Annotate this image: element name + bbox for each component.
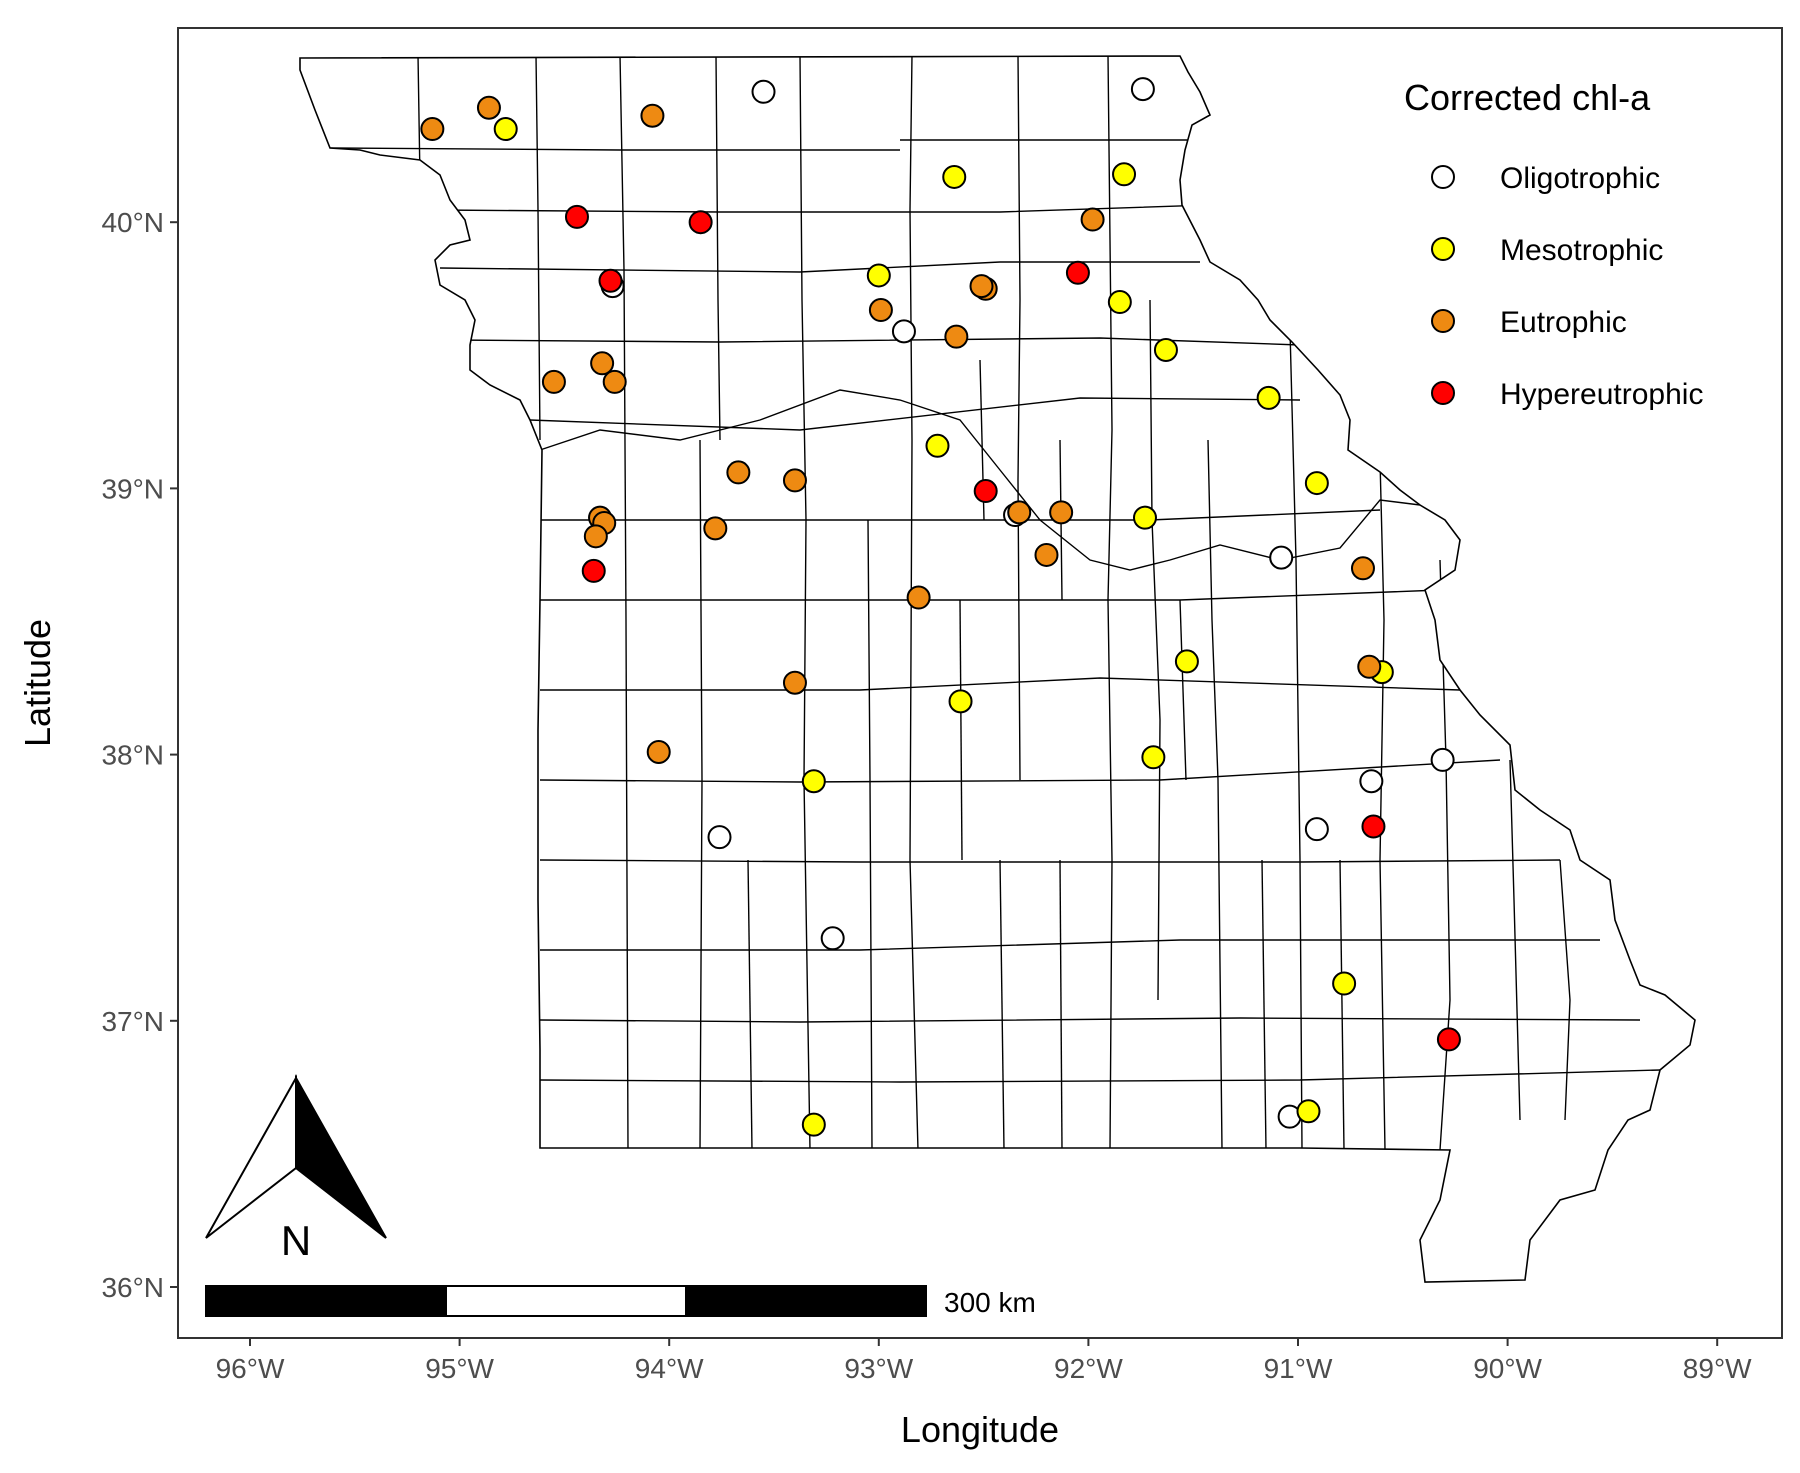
site-point-oligo (1304, 817, 1329, 842)
site-point-meso (493, 117, 518, 142)
north-arrow-right-half (295, 1074, 387, 1239)
site-point-eu (1049, 500, 1074, 525)
site-point-eu (583, 524, 608, 549)
site-point-oligo (751, 79, 776, 104)
legend-key-hyper (1431, 381, 1455, 405)
site-point-oligo (1269, 545, 1294, 570)
x-tick-label: 89°W (1683, 1353, 1752, 1384)
north-arrow: N (205, 1074, 387, 1264)
legend-label-eu: Eutrophic (1500, 306, 1627, 339)
x-tick-label: 92°W (1054, 1353, 1123, 1384)
legend-title: Corrected chl-a (1404, 77, 1651, 118)
site-point-eu (420, 117, 445, 142)
y-axis-title: Latitude (17, 619, 58, 747)
site-point-eu (703, 516, 728, 541)
site-point-meso (1112, 162, 1137, 187)
site-point-oligo (707, 825, 732, 850)
site-point-eu (1080, 207, 1105, 232)
site-point-meso (1132, 505, 1157, 530)
scale-bar-label: 300 km (944, 1287, 1036, 1318)
legend-key-oligo (1431, 165, 1455, 189)
site-point-oligo (1430, 747, 1455, 772)
site-point-meso (1107, 290, 1132, 315)
site-point-eu (782, 670, 807, 695)
site-point-eu (944, 324, 969, 349)
site-point-oligo (820, 926, 845, 951)
x-tick-label: 95°W (425, 1353, 494, 1384)
legend-key-eu (1431, 309, 1455, 333)
site-point-eu (969, 274, 994, 299)
scale-bar-segment-3 (685, 1285, 927, 1317)
site-point-meso (1296, 1099, 1321, 1124)
site-point-eu (1034, 542, 1059, 567)
y-tick-label: 36°N (101, 1272, 164, 1303)
site-point-eu (1007, 500, 1032, 525)
y-tick-label: 40°N (101, 207, 164, 238)
legend-label-oligo: Oligotrophic (1500, 162, 1660, 195)
site-point-meso (866, 263, 891, 288)
site-point-oligo (1359, 769, 1384, 794)
site-point-meso (801, 1112, 826, 1137)
y-axis: 36°N 37°N 38°N 39°N 40°N (101, 207, 178, 1303)
north-arrow-label: N (281, 1217, 311, 1264)
scale-bar-segment-2 (445, 1285, 687, 1317)
site-point-eu (590, 351, 615, 376)
site-point-meso (948, 689, 973, 714)
site-point-eu (602, 369, 627, 394)
site-point-eu (868, 298, 893, 323)
x-axis: 96°W 95°W 94°W 93°W 92°W 91°W 90°W 89°W (216, 1338, 1752, 1384)
site-point-meso (801, 769, 826, 794)
legend-label-meso: Mesotrophic (1500, 234, 1663, 267)
site-point-eu (782, 468, 807, 493)
site-point-hyper (564, 204, 589, 229)
site-point-meso (1174, 649, 1199, 674)
county-boundaries (329, 56, 1661, 1151)
site-point-oligo (1130, 77, 1155, 102)
legend-label-hyper: Hypereutrophic (1500, 378, 1703, 411)
scale-bar: 300 km (205, 1285, 1036, 1318)
legend-entries: Oligotrophic Mesotrophic Eutrophic Hypereut… (1431, 162, 1703, 411)
site-point-hyper (973, 479, 998, 504)
site-point-hyper (1361, 814, 1386, 839)
site-point-meso (942, 164, 967, 189)
sampling-sites (420, 77, 1461, 1137)
x-tick-label: 90°W (1473, 1353, 1542, 1384)
site-point-eu (1357, 654, 1382, 679)
site-point-meso (925, 433, 950, 458)
site-point-eu (646, 739, 671, 764)
y-tick-label: 37°N (101, 1006, 164, 1037)
site-point-hyper (598, 268, 623, 293)
x-tick-label: 91°W (1264, 1353, 1333, 1384)
site-point-eu (476, 95, 501, 120)
site-point-hyper (688, 210, 713, 235)
site-point-eu (726, 460, 751, 485)
site-point-meso (1141, 745, 1166, 770)
site-point-eu (906, 585, 931, 610)
site-point-oligo (891, 319, 916, 344)
y-tick-label: 38°N (101, 740, 164, 771)
legend-key-meso (1431, 237, 1455, 261)
site-point-hyper (1065, 260, 1090, 285)
site-point-eu (1350, 556, 1375, 581)
site-point-eu (640, 103, 665, 128)
site-point-meso (1332, 971, 1357, 996)
site-point-hyper (581, 558, 606, 583)
site-point-hyper (1436, 1027, 1461, 1052)
legend: Corrected chl-a Oligotrophic Mesotrophic E… (1404, 77, 1703, 411)
x-tick-label: 93°W (844, 1353, 913, 1384)
y-tick-label: 39°N (101, 473, 164, 504)
scale-bar-segment-1 (205, 1285, 447, 1317)
x-axis-title: Longitude (901, 1409, 1059, 1450)
site-point-meso (1153, 337, 1178, 362)
site-point-meso (1304, 471, 1329, 496)
x-tick-label: 94°W (635, 1353, 704, 1384)
x-tick-label: 96°W (216, 1353, 285, 1384)
site-point-meso (1256, 385, 1281, 410)
site-point-eu (541, 369, 566, 394)
